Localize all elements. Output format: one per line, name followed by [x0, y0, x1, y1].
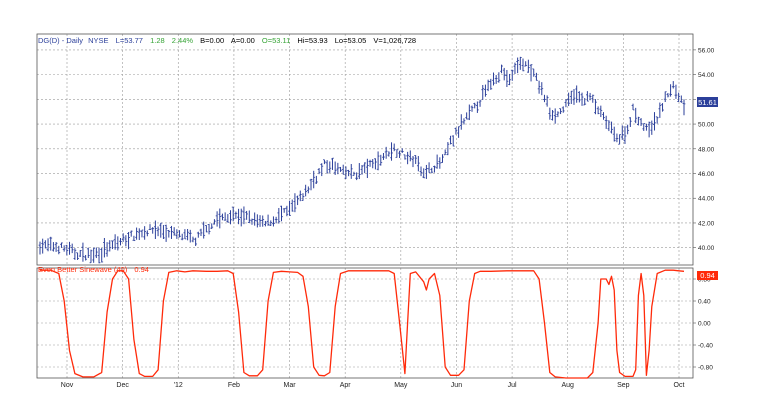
last-price-badge-text: 51.61 — [698, 98, 717, 107]
indicator-value-badge-text: 0.94 — [700, 271, 715, 280]
indicator-line-group — [40, 269, 685, 379]
change-pct: 2.44% — [172, 36, 194, 45]
price-tick-label: 50.00 — [698, 122, 715, 129]
indicator-tick-label: -0.80 — [698, 365, 713, 372]
indicator-tick-label: 0.40 — [698, 299, 711, 306]
time-axis: Nov Dec '12 Feb Mar Apr May Jun Jul Aug Sep Oct — [61, 382, 685, 389]
chart-frame — [36, 33, 694, 379]
time-tick-label: Mar — [284, 382, 297, 389]
indicator-header: Even Better Sinewave (40) 0.94 — [38, 265, 149, 274]
last-price-badge — [697, 97, 718, 107]
time-tick-label: Aug — [561, 382, 574, 389]
time-tick-label: Jun — [451, 382, 462, 389]
sinewave-line — [40, 269, 685, 379]
separator: - — [62, 36, 67, 45]
price-tick-label: 46.00 — [698, 171, 715, 178]
price-tick-label: 42.00 — [698, 220, 715, 227]
price-grid — [37, 34, 693, 265]
time-tick-label: Apr — [340, 382, 352, 389]
price-header: DG(D) - Daily NYSE L=53.77 1.28 2.44% B=… — [38, 36, 416, 45]
last-price: L=53.77 — [116, 36, 143, 45]
price-panel-border — [36, 33, 694, 266]
price-bars — [38, 56, 686, 264]
indicator-tick-label: -0.40 — [698, 343, 713, 350]
time-tick-label: Dec — [116, 382, 129, 389]
indicator-tick-label: 0.00 — [698, 321, 711, 328]
symbol: DG(D) — [38, 36, 60, 45]
time-tick-label: '12 — [174, 382, 183, 389]
price-tick-label: 48.00 — [698, 146, 715, 153]
change: 1.28 — [150, 36, 165, 45]
indicator-value-badge — [697, 271, 718, 280]
indicator-grid — [37, 268, 693, 378]
time-tick-label: Feb — [228, 382, 240, 389]
price-tick-label: 54.00 — [698, 72, 715, 79]
high-price: Hi=53.93 — [297, 36, 327, 45]
bid: B=0.00 — [200, 36, 224, 45]
time-tick-label: May — [394, 382, 408, 389]
time-tick-label: Nov — [61, 382, 74, 389]
volume: V=1,026,728 — [373, 36, 416, 45]
price-tick-label: 44.00 — [698, 196, 715, 203]
low-price: Lo=53.05 — [335, 36, 367, 45]
period: Daily — [66, 36, 83, 45]
price-axis: 56.0054.0052.0050.0048.0046.0044.0042.00… — [693, 47, 715, 252]
indicator-axis: 0.800.400.00-0.40-0.80 — [693, 277, 713, 372]
time-tick-label: Sep — [617, 382, 630, 389]
price-tick-label: 56.00 — [698, 47, 715, 54]
time-tick-label: Oct — [674, 382, 685, 389]
indicator-label: Even Better Sinewave (40) — [38, 265, 128, 274]
price-tick-label: 40.00 — [698, 245, 715, 252]
open-price: O=53.11 — [262, 36, 290, 45]
indicator-value: 0.94 — [134, 265, 149, 274]
time-tick-label: Jul — [508, 382, 517, 389]
exchange: NYSE — [88, 36, 108, 45]
ask: A=0.00 — [231, 36, 255, 45]
